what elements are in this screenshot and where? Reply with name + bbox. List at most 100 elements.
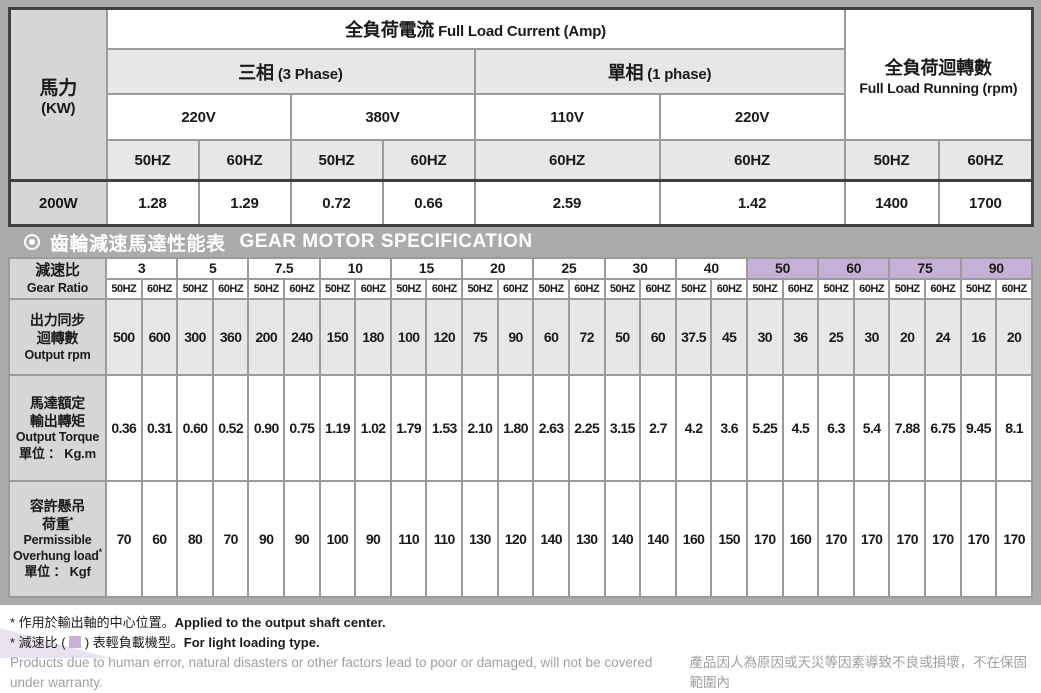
spec-value: 360 [211, 298, 250, 377]
spec-value: 20 [888, 298, 927, 377]
hz-cell: 60HZ [924, 277, 962, 301]
spec-value: 0.75 [283, 374, 321, 483]
full-load-current-header: 全負荷電流 Full Load Current (Amp) [105, 7, 846, 50]
spec-value: 30 [852, 298, 891, 377]
hz-cell: 50HZ [817, 277, 855, 301]
spec-value: 170 [888, 480, 927, 599]
spec-value: 5.4 [852, 374, 891, 483]
spec-value: 120 [496, 480, 535, 599]
ratio-60: 60 [817, 257, 891, 280]
spec-value: 5.25 [745, 374, 784, 483]
current-value: 1.42 [658, 179, 846, 227]
spec-value: 600 [140, 298, 179, 377]
gear-motor-spec-table: 減速比 Gear Ratio 3 5 7.5 10 15 20 25 30 40 50 60 75 90 50… [8, 256, 1034, 599]
hz-cell: 50HZ [105, 277, 143, 301]
spec-value: 90 [354, 480, 392, 599]
spec-value: 140 [532, 480, 570, 599]
note-light-loading: * 減速比 ( ) 表輕負載機型。For light loading type. [10, 633, 1031, 653]
rpm-value: 1700 [937, 179, 1034, 227]
spec-value: 45 [710, 298, 748, 377]
hz-cell: 60HZ [567, 277, 606, 301]
hz-cell: 50HZ [745, 277, 784, 301]
hz-cell: 60HZ [937, 139, 1034, 182]
hz-cell: 50HZ [888, 277, 927, 301]
ratio-20: 20 [461, 257, 535, 280]
spec-value: 140 [603, 480, 642, 599]
three-phase-header: 三相 (3 Phase) [105, 48, 476, 95]
spec-row-label-output-rpm: 出力同步 迴轉數 Output rpm [8, 298, 107, 377]
spec-value: 3.15 [603, 374, 642, 483]
spec-value: 4.5 [781, 374, 820, 483]
hz-cell: 50HZ [389, 277, 428, 301]
spec-value: 9.45 [959, 374, 998, 483]
spec-value: 70 [105, 480, 143, 599]
frequency-subrow: 50HZ 60HZ 50HZ 60HZ 50HZ 60HZ 50HZ 60HZ 50HZ 60HZ… [9, 277, 1033, 301]
spec-row-overhung-load: 容許懸吊 荷重* Permissible Overhung load* 單位 ： Kgf… [8, 480, 1033, 599]
spec-value: 90 [283, 480, 321, 599]
current-title-row: 馬力 (KW) 全負荷電流 Full Load Current (Amp) 全負… [8, 7, 1034, 182]
ratio-40: 40 [674, 257, 748, 280]
spec-value: 120 [425, 298, 464, 377]
spec-value: 60 [140, 480, 179, 599]
target-bullet-icon [24, 234, 40, 250]
phase-row: 三相 (3 Phase) 單相 (1 phase) [10, 48, 1033, 95]
hz-cell: 50HZ [318, 277, 357, 301]
current-value: 0.66 [381, 179, 476, 227]
spec-value: 50 [603, 298, 642, 377]
spec-sheet: 馬力 (KW) 全負荷電流 Full Load Current (Amp) 全負… [0, 0, 1041, 606]
spec-value: 200 [247, 298, 286, 377]
spec-value: 110 [425, 480, 464, 599]
spec-value: 300 [176, 298, 214, 377]
decorative-corner-wedge [0, 628, 110, 658]
ratio-50: 50 [745, 257, 820, 280]
full-load-current-table: 馬力 (KW) 全負荷電流 Full Load Current (Amp) 全負… [8, 7, 1035, 227]
hz-cell: 60HZ [197, 139, 292, 182]
current-value: 1.29 [197, 179, 292, 227]
spec-value: 170 [924, 480, 962, 599]
spec-value: 2.25 [567, 374, 606, 483]
purple-swatch-icon [69, 636, 82, 649]
spec-value: 36 [781, 298, 820, 377]
spec-value: 170 [745, 480, 784, 599]
spec-value: 4.2 [674, 374, 713, 483]
ratio-30: 30 [603, 257, 677, 280]
hz-cell: 50HZ [843, 139, 940, 182]
ratio-7.5: 7.5 [247, 257, 321, 280]
note-warranty-zh: 產品因人為原因或天災等因素導致不良或損壞，不在保固範圍內 [689, 655, 1028, 691]
spec-value: 140 [639, 480, 677, 599]
spec-value: 1.53 [425, 374, 464, 483]
hz-cell: 50HZ [674, 277, 713, 301]
spec-value: 130 [567, 480, 606, 599]
full-load-current-zh: 全負荷電流 [345, 20, 435, 40]
spec-value: 1.79 [389, 374, 428, 483]
section-title-zh: 齒輪減速馬達性能表 [50, 233, 226, 255]
spec-row-label-output-torque: 馬達額定 輸出轉矩 Output Torque 單位 ： Kg.m [8, 374, 107, 483]
spec-value: 2.10 [461, 374, 499, 483]
spec-value: 0.31 [140, 374, 179, 483]
voltage-220-3ph: 220V [105, 93, 292, 141]
hz-cell: 60HZ [496, 277, 535, 301]
frequency-row: 50HZ 60HZ 50HZ 60HZ 60HZ 60HZ 50HZ 60HZ [10, 139, 1034, 182]
spec-value: 170 [995, 480, 1033, 599]
ratio-5: 5 [176, 257, 250, 280]
section-title-en: GEAR MOTOR SPECIFICATION [239, 231, 533, 252]
voltage-220-1ph: 220V [658, 93, 846, 141]
spec-value: 1.19 [318, 374, 357, 483]
hz-cell: 50HZ [105, 139, 200, 182]
hz-cell: 50HZ [461, 277, 499, 301]
full-load-running-zh: 全負荷迴轉數 [884, 57, 992, 78]
spec-value: 1.02 [354, 374, 392, 483]
spec-value: 160 [781, 480, 820, 599]
gear-ratio-label: 減速比 Gear Ratio [8, 256, 107, 301]
note-warranty-en: Products due to human error, natural dis… [10, 655, 653, 691]
ratio-90: 90 [959, 257, 1034, 280]
hz-cell: 50HZ [603, 277, 642, 301]
spec-value: 0.60 [176, 374, 214, 483]
footnotes: * 作用於輸出軸的中心位置。Applied to the output shaf… [0, 605, 1041, 693]
hz-cell: 50HZ [289, 139, 384, 182]
gear-ratio-row: 減速比 Gear Ratio 3 5 7.5 10 15 20 25 30 40 50 60 75 90 [8, 256, 1034, 301]
spec-value: 150 [318, 298, 357, 377]
spec-value: 500 [105, 298, 143, 377]
current-value: 2.59 [473, 179, 661, 227]
spec-value: 80 [176, 480, 214, 599]
